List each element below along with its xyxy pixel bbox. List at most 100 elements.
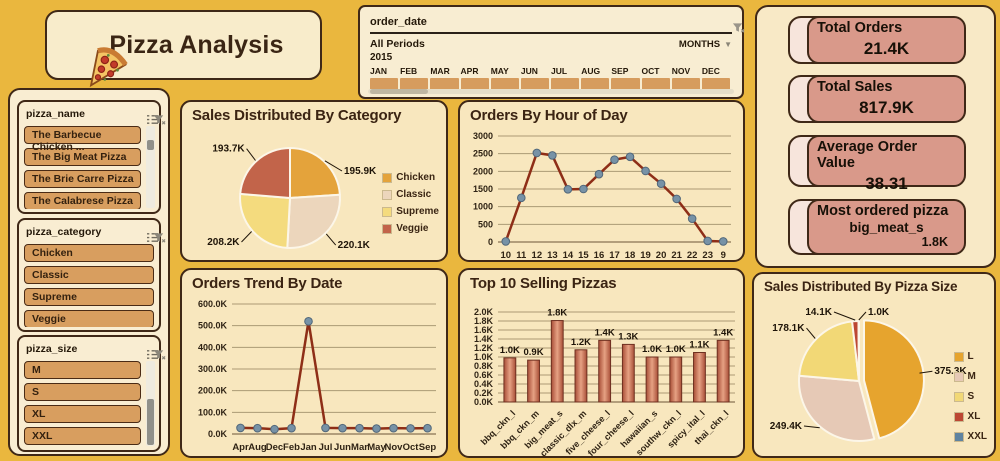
data-point[interactable] xyxy=(287,423,296,433)
data-point[interactable] xyxy=(304,317,313,326)
data-point[interactable] xyxy=(236,423,245,433)
bar-four_cheese_l[interactable] xyxy=(621,343,635,403)
data-point[interactable] xyxy=(423,423,432,433)
x-tick-label: 17 xyxy=(609,250,620,261)
date-slicer-scrollbar[interactable] xyxy=(368,89,734,94)
data-point[interactable] xyxy=(338,423,347,433)
data-point[interactable] xyxy=(355,423,364,433)
chart-title: Sales Distributed By Pizza Size xyxy=(764,279,958,294)
line-series[interactable] xyxy=(504,151,724,243)
slicer-item[interactable]: Supreme xyxy=(24,288,154,306)
slicer-item[interactable]: The Calabrese Pizza xyxy=(24,192,141,209)
data-point[interactable] xyxy=(687,214,697,223)
bar-spicy_ital_l[interactable] xyxy=(693,352,706,403)
category-pie-chart[interactable]: 195.9K 220.1K 208.2K 193.7K xyxy=(182,129,446,261)
slicer-item[interactable]: The Big Meat Pizza xyxy=(24,148,141,166)
bar-value-label: 1.4K xyxy=(595,327,615,338)
x-tick-label: 20 xyxy=(656,250,667,261)
data-point[interactable] xyxy=(641,166,650,176)
legend-item-XL[interactable]: XL xyxy=(953,411,987,422)
data-point[interactable] xyxy=(532,148,542,158)
legend-item-Veggie[interactable]: Veggie xyxy=(382,223,439,234)
data-point[interactable] xyxy=(610,155,619,164)
pie-slice-Classic[interactable] xyxy=(286,193,341,249)
scrollbar-thumb[interactable] xyxy=(147,140,154,150)
pie-slice-M[interactable] xyxy=(797,374,876,442)
legend-item-M[interactable]: M xyxy=(953,371,987,382)
bar-southw_ckn_l[interactable] xyxy=(669,356,683,403)
legend-label: Veggie xyxy=(396,223,429,234)
y-tick-label: 1.6K xyxy=(474,325,494,335)
kpi-panel: Total Orders 21.4K Total Sales 817.9K Av… xyxy=(755,5,996,268)
year-label: 2015 xyxy=(370,52,393,63)
data-point[interactable] xyxy=(703,236,712,246)
slicer-item[interactable]: Chicken xyxy=(24,244,154,262)
granularity-dropdown[interactable]: MONTHS ▼ xyxy=(679,39,732,50)
bar-bbq_ckn_l[interactable] xyxy=(503,357,517,403)
pie-slice-Veggie[interactable] xyxy=(239,147,291,199)
data-point[interactable] xyxy=(372,424,381,433)
top10-bar-chart[interactable]: 0.0K0.2K0.4K0.6K0.8K1.0K1.2K1.4K1.6K1.8K… xyxy=(462,296,745,456)
data-point[interactable] xyxy=(270,424,279,434)
data-point[interactable] xyxy=(625,152,635,162)
scrollbar-thumb[interactable] xyxy=(370,89,428,94)
y-tick-label: 0.2K xyxy=(474,388,494,398)
data-point[interactable] xyxy=(517,193,526,203)
data-point[interactable] xyxy=(594,169,604,179)
slicer-item[interactable]: S xyxy=(24,383,141,401)
slicer-item[interactable]: XXL xyxy=(24,427,141,445)
pie-data-label: 249.4K xyxy=(770,421,803,432)
month-label: JAN xyxy=(370,66,388,76)
legend-label: S xyxy=(967,391,975,402)
data-point[interactable] xyxy=(656,179,666,189)
y-tick-label: 2.0K xyxy=(474,307,494,317)
bar-bbq_ckn_m[interactable] xyxy=(527,359,540,403)
legend-item-Classic[interactable]: Classic xyxy=(382,189,439,200)
data-point[interactable] xyxy=(579,184,588,194)
legend-item-Chicken[interactable]: Chicken xyxy=(382,172,439,183)
scrollbar-thumb[interactable] xyxy=(147,399,154,445)
line-series[interactable] xyxy=(240,321,428,431)
pie-slice-Supreme[interactable] xyxy=(239,192,291,249)
label-leader-line xyxy=(324,160,343,172)
data-point[interactable] xyxy=(563,185,573,194)
pie-slice-Chicken[interactable] xyxy=(289,147,341,199)
slicer-item[interactable]: The Barbecue Chicken ... xyxy=(24,126,141,153)
legend-item-S[interactable]: S xyxy=(953,391,987,402)
slicer-item[interactable]: M xyxy=(24,361,141,379)
bar-five_cheese_l[interactable] xyxy=(598,339,612,403)
data-point[interactable] xyxy=(389,423,398,433)
orders-trend-line-chart[interactable]: 0.0K 100.0K 200.0K 300.0K 400.0K 500.0K 600.0K… xyxy=(184,296,448,456)
data-point[interactable] xyxy=(501,237,511,246)
legend-item-XXL[interactable]: XXL xyxy=(953,431,987,442)
bar-value-label: 1.8K xyxy=(547,308,567,319)
data-point[interactable] xyxy=(406,424,415,433)
legend-item-L[interactable]: L xyxy=(953,351,987,362)
kpi-value: 817.9K xyxy=(859,98,914,117)
slicer-field-label: pizza_size xyxy=(26,343,78,355)
bar-big_meat_s[interactable] xyxy=(550,320,564,403)
bar-thai_ckn_l[interactable] xyxy=(716,339,730,403)
data-point[interactable] xyxy=(548,151,557,160)
hourly-orders-line-chart[interactable]: 0 500 1000 1500 2000 2500 3000 10 11 12 13 14 15 16 17… xyxy=(462,128,745,262)
data-point[interactable] xyxy=(321,423,330,433)
slicer-item[interactable]: The Brie Carre Pizza xyxy=(24,170,141,188)
data-point[interactable] xyxy=(718,237,728,246)
slicer-item[interactable]: XL xyxy=(24,405,141,423)
month-label: MAY xyxy=(490,66,509,76)
data-point[interactable] xyxy=(672,194,681,204)
scrollbar[interactable] xyxy=(146,126,155,208)
y-tick-label: 500.0K xyxy=(198,321,228,331)
bar-classic_dlx_m[interactable] xyxy=(574,349,588,403)
data-point[interactable] xyxy=(253,423,262,433)
legend-item-Supreme[interactable]: Supreme xyxy=(382,206,439,217)
legend-label: Supreme xyxy=(396,206,439,217)
slicer-item[interactable]: Veggie xyxy=(24,310,154,327)
scrollbar[interactable] xyxy=(146,361,155,446)
pie-slice-S[interactable] xyxy=(798,320,860,382)
pie-slice-L[interactable] xyxy=(863,319,925,440)
bar-hawaiian_s[interactable] xyxy=(645,356,659,403)
pie-slice-XXL[interactable] xyxy=(857,319,860,382)
slicer-item[interactable]: Classic xyxy=(24,266,154,284)
